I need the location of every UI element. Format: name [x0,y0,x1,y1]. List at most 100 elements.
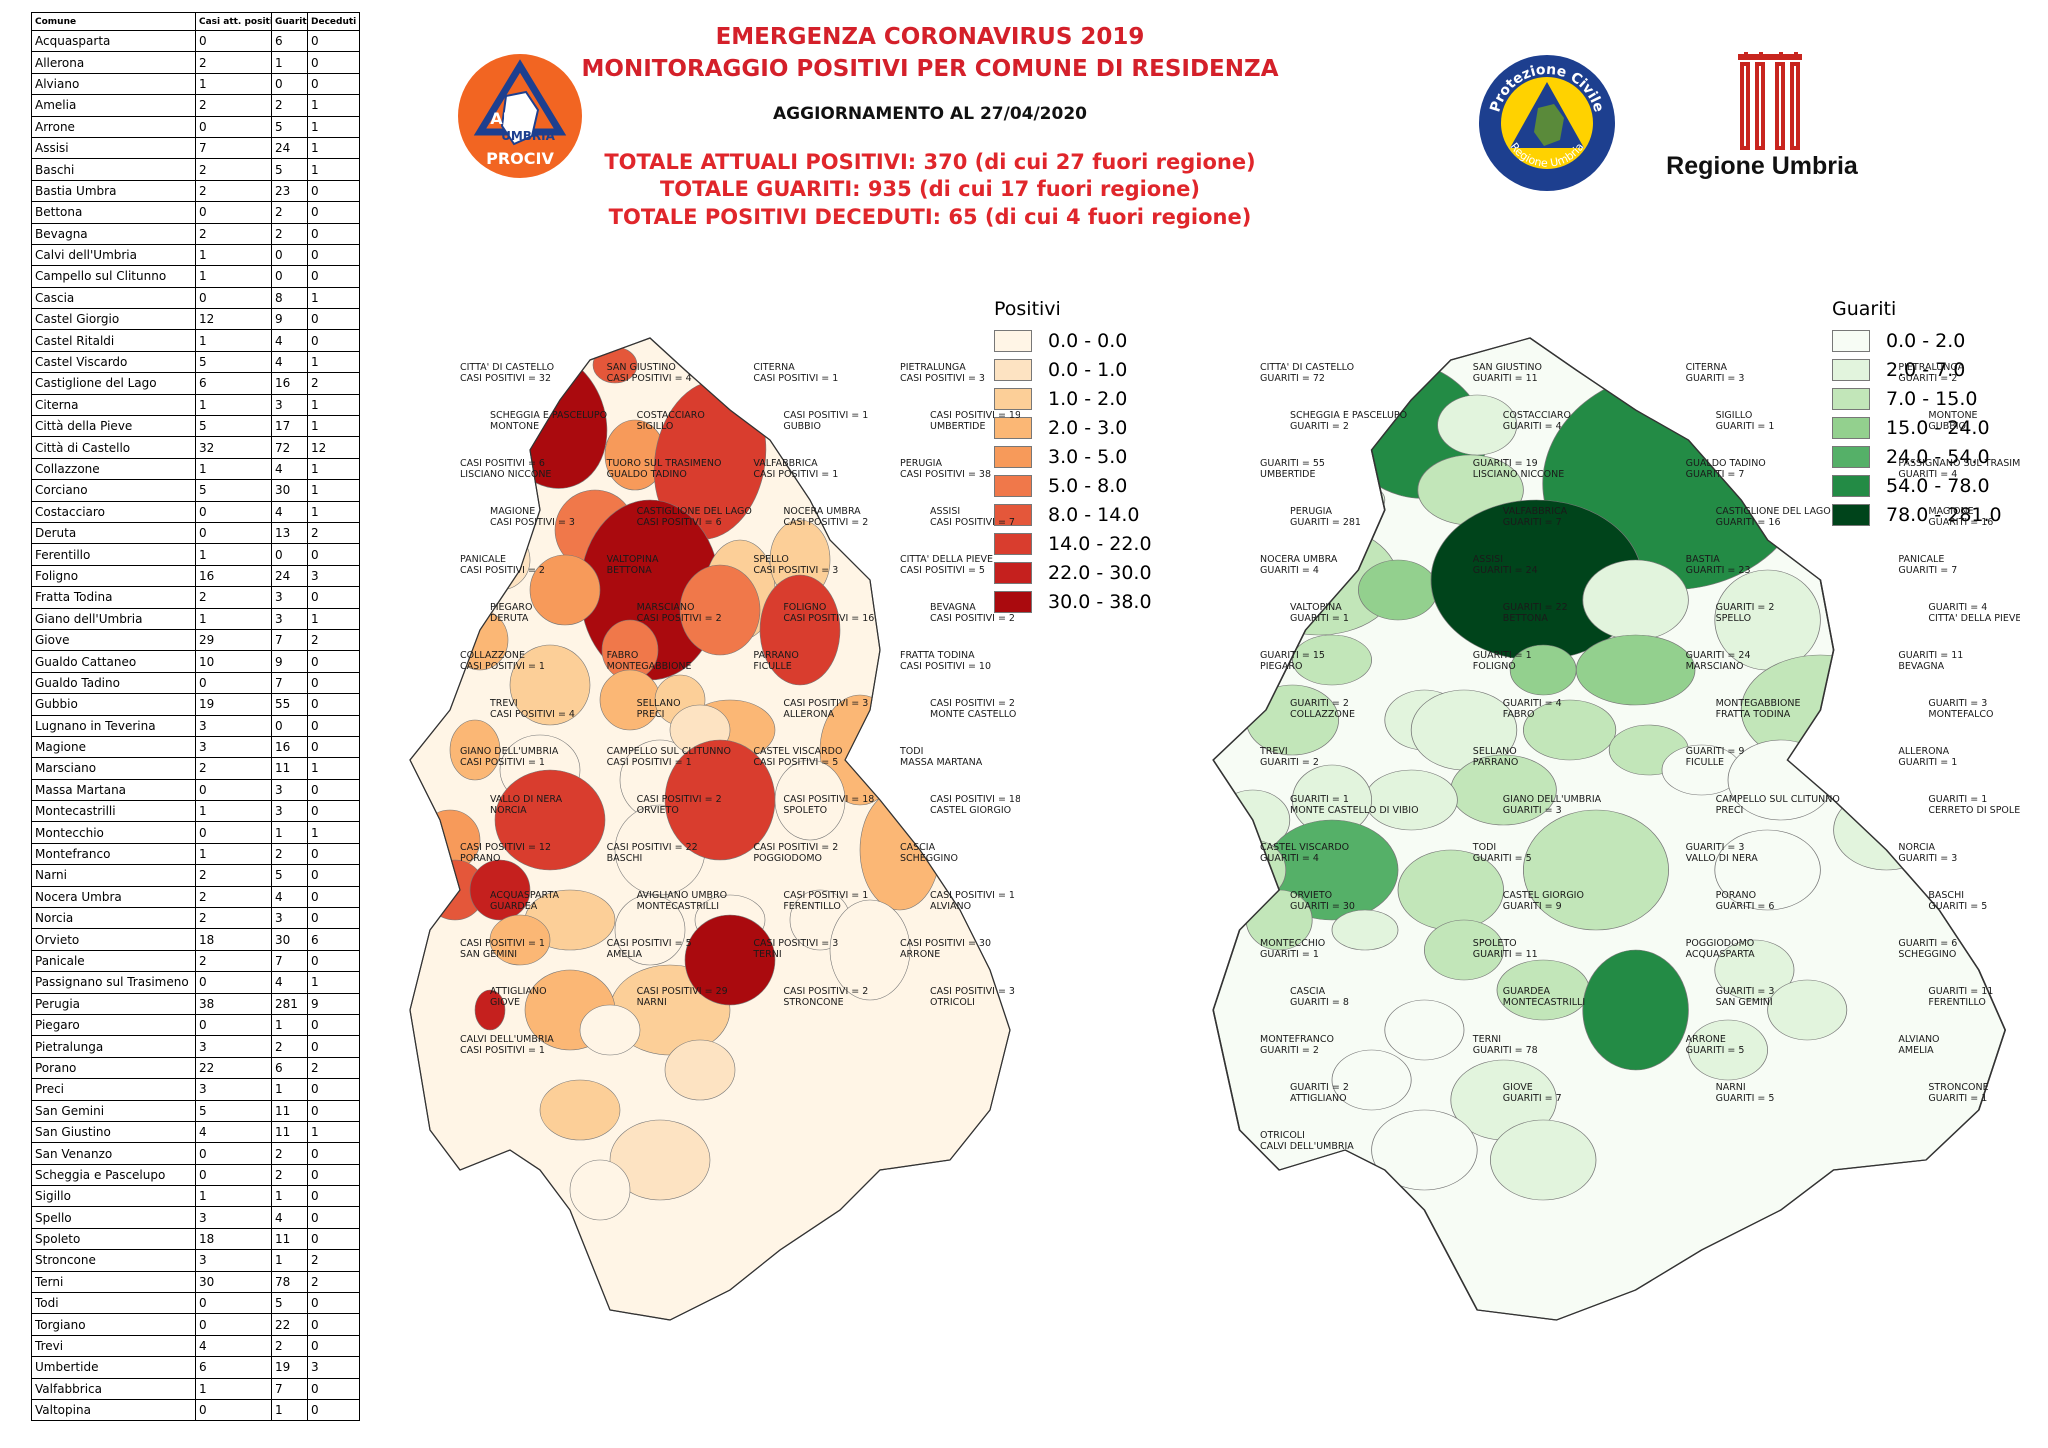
cell-guariti: 0 [271,543,308,566]
table-row: Cascia 0 8 1 [31,286,360,310]
cell-comune: Città di Castello [31,436,196,459]
svg-text:UMBRIA: UMBRIA [501,129,556,143]
map-label: STRONCONE [783,997,843,1008]
cell-deceduti: 2 [307,521,360,545]
svg-text:ANCI: ANCI [490,109,533,128]
cell-casi-positivi: 0 [195,521,272,545]
map-label: MAGIONE [490,506,535,517]
cell-guariti: 0 [271,714,308,737]
cell-casi-positivi: 1 [195,1377,272,1401]
cell-deceduti: 0 [307,1313,360,1336]
map-label: NOCERA UMBRA [1260,554,1338,565]
cell-deceduti: 0 [307,179,360,203]
cell-comune: Montefranco [31,842,196,866]
totale-guariti: TOTALE GUARITI: 935 (di cui 17 fuori reg… [659,177,1201,201]
map-label: GUARITI = 4 [1503,421,1562,432]
map-label: GUBBIO [783,421,821,432]
table-row: Preci 3 1 0 [31,1078,360,1101]
cell-guariti: 1 [271,51,308,74]
map-label: CASI POSITIVI = 1 [783,890,868,901]
map-label: CASTEL GIORGIO [930,805,1011,816]
cell-guariti: 72 [271,436,308,459]
cell-deceduti: 0 [307,650,360,673]
legend-label: 1.0 - 2.0 [1048,387,1128,410]
cell-deceduti: 1 [307,971,360,994]
table-row: Alviano 1 0 0 [31,72,360,96]
map-label: CASI POSITIVI = 1 [460,757,545,768]
cell-guariti: 1 [271,1078,308,1101]
municipality-area [449,719,501,781]
cell-deceduti: 0 [307,1142,360,1165]
table-row: Narni 2 5 0 [31,864,360,887]
cell-guariti: 2 [271,1334,308,1358]
cell-deceduti: 1 [307,158,360,181]
legend-label: 30.0 - 38.0 [1048,590,1152,613]
map-label: MONTE CASTELLO DI VIBIO [1290,805,1419,816]
svg-text:PROCIV: PROCIV [486,149,554,168]
table-row: Giano dell'Umbria 1 3 1 [31,607,360,630]
map-label: VALFABBRICA [753,458,818,469]
map-guariti: CITTA' DI CASTELLO GUARITI = 72 SAN GIUSTI… [1200,330,2020,1340]
cell-guariti: 1 [271,1249,308,1272]
cell-guariti: 5 [271,1292,308,1315]
cell-comune: Cascia [31,286,196,310]
map-label: CASI POSITIVI = 30 [900,938,991,949]
legend-swatch [1832,503,1870,526]
map-label: CITTA' DI CASTELLO [460,362,554,373]
map-label: LISCIANO NICCONE [1473,469,1564,480]
map-label: PORANO [460,853,501,864]
cell-comune: Nocera Umbra [31,885,196,909]
cell-deceduti: 1 [307,94,360,117]
map-label: MONTEFRANCO [1260,1034,1334,1045]
cell-comune: Costacciaro [31,500,196,523]
cell-guariti: 2 [271,94,308,117]
map-label: GUARITI = 5 [1686,1045,1745,1056]
map-label: CASI POSITIVI = 2 [637,613,722,624]
map-label: TUORO SUL TRASIMENO [606,458,722,469]
cell-deceduti: 1 [307,607,360,630]
cell-comune: Collazzone [31,457,196,481]
cell-guariti: 4 [271,457,308,481]
map-label: VALTOPINA [1290,602,1342,613]
legend-swatch [1832,358,1870,381]
map-label: GUARITI = 11 [1928,986,1993,997]
cell-casi-positivi: 1 [195,800,272,823]
table-row: Porano 22 6 2 [31,1056,360,1080]
cell-guariti: 3 [271,778,308,802]
table-row: Orvieto 18 30 6 [31,928,360,951]
legend-swatch [994,532,1032,555]
municipality-area [614,894,686,966]
map-label: TERNI [752,949,781,960]
map-label: NARNI [637,997,667,1008]
cell-guariti: 2 [271,222,308,245]
map-label: GUARITI = 6 [1716,901,1775,912]
cell-comune: Todi [31,1292,196,1315]
map-label: PRECI [1716,805,1744,816]
map-label: MONTONE [490,421,539,432]
map-label: GUARITI = 55 [1260,458,1325,469]
municipality-area [1714,829,1821,911]
legend-swatch [1832,445,1870,468]
cell-comune: Valfabbrica [31,1377,196,1401]
map-label: AVIGLIANO UMBRO [637,890,728,901]
cell-casi-positivi: 0 [195,500,272,523]
cell-comune: Deruta [31,521,196,545]
map-label: SIGILLO [1716,410,1753,421]
cell-casi-positivi: 12 [195,308,272,331]
cell-casi-positivi: 1 [195,842,272,866]
map-label: CASI POSITIVI = 1 [460,1045,545,1056]
cell-comune: Trevi [31,1334,196,1358]
cell-guariti: 4 [271,885,308,909]
cell-casi-positivi: 5 [195,1099,272,1122]
map-label: CASI POSITIVI = 2 [930,698,1015,709]
map-label: LISCIANO NICCONE [460,469,551,480]
cell-guariti: 5 [271,158,308,181]
legend-label: 2.0 - 3.0 [1048,416,1128,439]
map-label: MONTEGABBIONE [607,661,692,672]
legend-item: 78.0 - 281.0 [1832,500,2002,529]
map-label: CASI POSITIVI = 29 [637,986,728,997]
map-label: FRATTA TODINA [900,650,975,661]
cell-guariti: 78 [271,1270,308,1294]
cell-guariti: 4 [271,329,308,352]
map-label: CASI POSITIVI = 3 [783,698,868,709]
